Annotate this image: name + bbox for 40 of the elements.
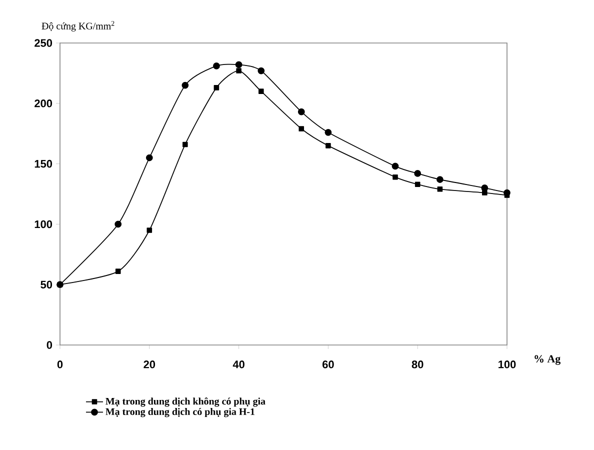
point — [481, 184, 488, 192]
legend-label: Mạ trong dung dịch có phụ gia H-1 — [106, 408, 254, 418]
point — [114, 220, 122, 228]
point — [392, 162, 399, 170]
y-tick-label: 250 — [34, 39, 52, 47]
point — [182, 82, 189, 89]
y-tick-label: 200 — [34, 100, 52, 108]
y-tick-label: 100 — [34, 220, 52, 228]
point — [392, 174, 398, 180]
point — [482, 190, 488, 196]
point — [437, 186, 443, 192]
point — [236, 68, 242, 74]
point — [214, 85, 220, 90]
y-tick-label: 0 — [46, 341, 52, 349]
point — [324, 128, 332, 136]
point — [298, 126, 304, 132]
point — [235, 61, 242, 68]
y-axis-title: Độ cứng KG/mm$^{2}$ — [42, 21, 114, 32]
x-tick-label: 40 — [232, 360, 244, 368]
point — [213, 62, 220, 70]
x-tick-label: 60 — [322, 360, 334, 368]
x-tick-label: 0 — [57, 360, 63, 368]
point — [436, 176, 444, 183]
x-axis-title: % Ag — [534, 355, 561, 365]
y-tick-label: 50 — [40, 280, 52, 288]
point — [115, 268, 121, 274]
point — [258, 67, 265, 74]
x-tick-label: 100 — [498, 360, 516, 368]
point — [182, 142, 188, 148]
point — [326, 143, 331, 148]
x-tick-label: 80 — [412, 360, 424, 368]
point — [298, 108, 305, 116]
point — [414, 170, 422, 177]
point — [414, 182, 420, 187]
point — [146, 228, 152, 233]
point — [146, 154, 153, 162]
y-tick-label: 150 — [34, 160, 52, 168]
legend-label: Mạ trong dung dịch không có phụ gia — [106, 398, 266, 407]
x-tick-label: 20 — [144, 360, 156, 368]
point — [258, 88, 264, 94]
